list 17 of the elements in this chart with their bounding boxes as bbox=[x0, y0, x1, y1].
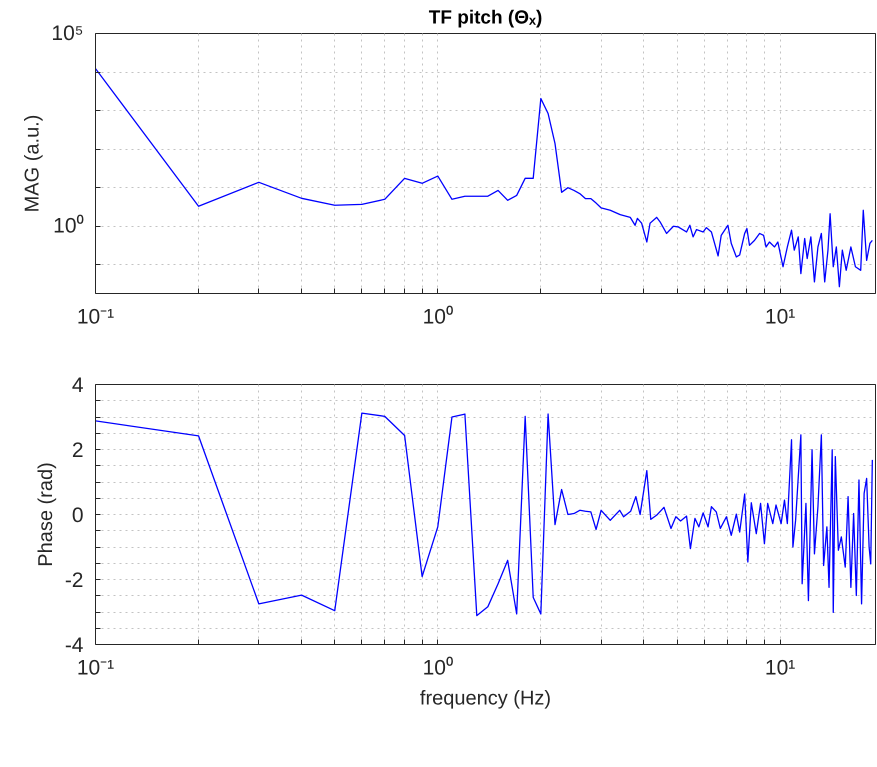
y-tick-label: 2 bbox=[72, 439, 84, 462]
chart-title: TF pitch (Θₓ) bbox=[428, 8, 542, 28]
x-tick-label: 10⁰ bbox=[422, 656, 453, 680]
x-tick-label: 10¹ bbox=[764, 656, 796, 680]
x-axis-title: frequency (Hz) bbox=[420, 688, 552, 710]
y-axis-title: Phase (rad) bbox=[34, 462, 57, 567]
x-tick-label: 10⁻¹ bbox=[76, 656, 114, 680]
y-tick-label: 4 bbox=[72, 374, 84, 397]
y-tick-label: -2 bbox=[64, 569, 84, 592]
y-axis-title: MAG (a.u.) bbox=[21, 114, 44, 212]
y-tick-label: -4 bbox=[64, 634, 84, 657]
y-tick-label: 0 bbox=[72, 504, 84, 527]
y-tick-label: 10⁵ bbox=[51, 22, 84, 45]
y-tick-label: 10⁰ bbox=[53, 214, 84, 238]
x-tick-label: 10¹ bbox=[764, 306, 796, 328]
x-tick-label: 10⁻¹ bbox=[76, 306, 114, 328]
x-tick-label: 10⁰ bbox=[422, 306, 453, 328]
